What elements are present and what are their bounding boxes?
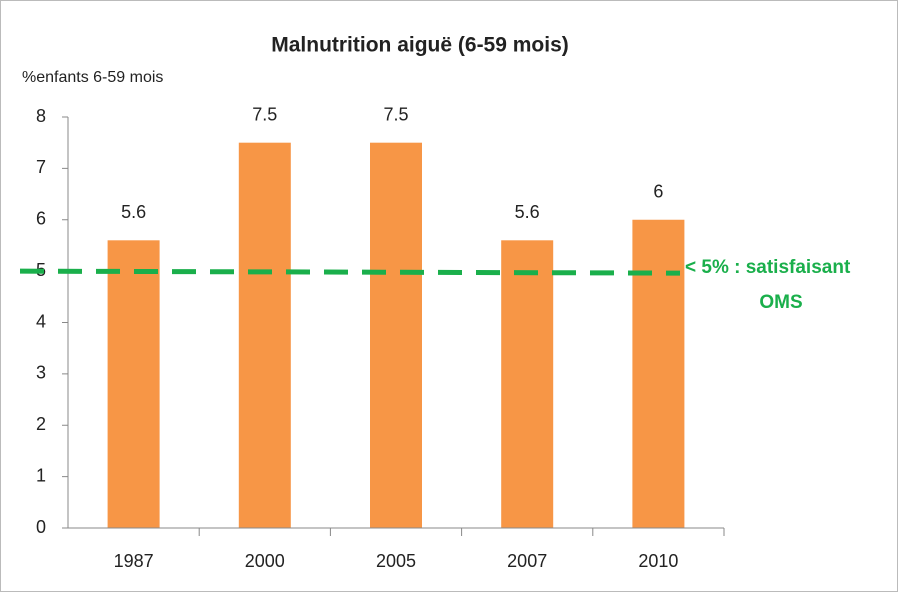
value-label: 5.6: [515, 202, 540, 222]
value-label: 5.6: [121, 202, 146, 222]
y-tick-label: 4: [36, 311, 46, 331]
x-tick-label: 2005: [376, 551, 416, 571]
x-tick-label: 2010: [638, 551, 678, 571]
value-label: 7.5: [252, 104, 277, 124]
y-axis-label: %enfants 6-59 mois: [22, 69, 163, 86]
x-tick-label: 2000: [245, 551, 285, 571]
y-tick-label: 2: [36, 414, 46, 434]
threshold-line: [19, 268, 681, 276]
bar: [370, 142, 422, 528]
bar: [501, 240, 554, 529]
value-label: 7.5: [383, 104, 408, 124]
annotation: OMS: [759, 292, 802, 313]
y-tick-label: 3: [36, 363, 46, 383]
y-tick-label: 6: [36, 209, 46, 229]
y-tick-label: 0: [36, 517, 46, 537]
annotation: < 5% : satisfaisant: [685, 257, 851, 278]
chart-title: Malnutrition aiguë (6-59 mois): [271, 34, 569, 57]
bar: [107, 240, 160, 529]
x-tick-label: 1987: [114, 551, 154, 571]
bar: [238, 142, 291, 528]
bar: [632, 219, 685, 528]
x-tick-label: 2007: [507, 551, 547, 571]
y-tick-label: 1: [36, 465, 46, 485]
y-tick-label: 7: [36, 157, 46, 177]
y-tick-label: 8: [36, 106, 46, 126]
value-label: 6: [653, 182, 663, 202]
